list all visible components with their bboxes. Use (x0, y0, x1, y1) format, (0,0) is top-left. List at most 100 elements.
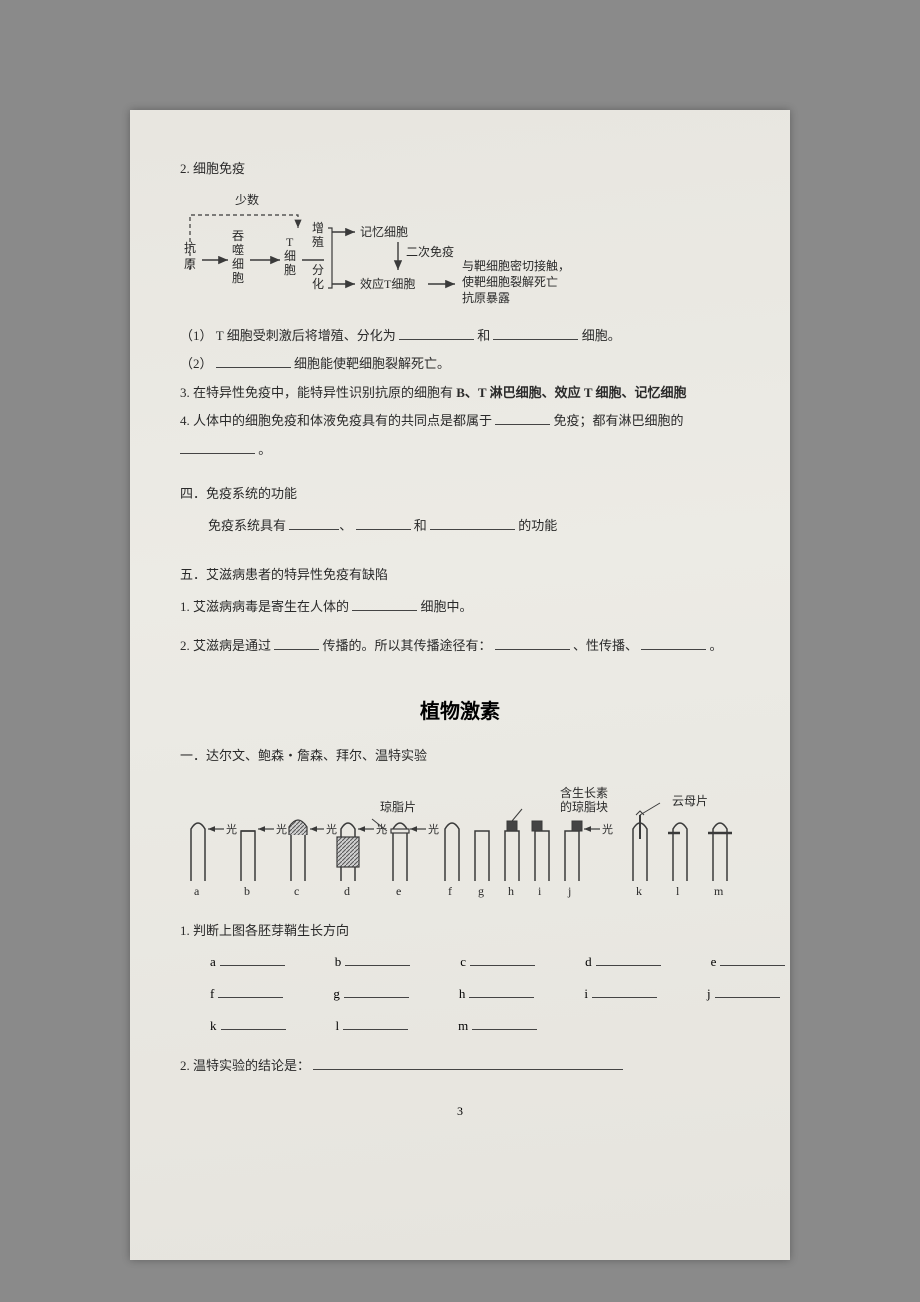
blank[interactable] (180, 440, 255, 454)
blank[interactable] (495, 411, 550, 425)
blank[interactable] (274, 636, 319, 650)
memory-cell-label: 记忆细胞 (360, 225, 408, 239)
plant-sub1: 一．达尔文、鲍森・詹森、拜尔、温特实验 (180, 742, 740, 771)
s5-q2-suffix: 。 (710, 638, 723, 653)
blank[interactable] (313, 1056, 623, 1070)
page-number: 3 (180, 1104, 740, 1119)
s4-suffix: 的功能 (518, 518, 557, 533)
svg-text:的琼脂块: 的琼脂块 (560, 799, 608, 814)
svg-text:抗: 抗 (184, 240, 196, 255)
q4: 4. 人体中的细胞免疫和体液免疫具有的共同点是都属于 免疫；都有淋巴细胞的 (180, 407, 740, 436)
blank[interactable] (493, 326, 578, 340)
q2-1: （1） T 细胞受刺激后将增殖、分化为 和 细胞。 (180, 322, 740, 351)
blank[interactable] (343, 1016, 408, 1030)
blank[interactable] (469, 984, 534, 998)
q2-2: （2） 细胞能使靶细胞裂解死亡。 (180, 350, 740, 379)
few-label: 少数 (235, 192, 259, 207)
svg-text:l: l (676, 884, 680, 898)
q2-1-mid: 和 (477, 328, 490, 343)
mica-label: 云母片 (672, 794, 708, 808)
svg-text:殖: 殖 (312, 234, 324, 249)
blank[interactable] (430, 516, 515, 530)
svg-text:b: b (244, 884, 250, 898)
svg-text:g: g (478, 884, 484, 898)
q4-suffix: 免疫；都有淋巴细胞的 (554, 413, 684, 428)
blank[interactable] (352, 597, 417, 611)
svg-text:原: 原 (184, 257, 196, 271)
blank[interactable] (470, 952, 535, 966)
q2-2-suffix: 细胞能使靶细胞裂解死亡。 (294, 356, 450, 371)
svg-text:胞: 胞 (232, 271, 244, 285)
section-4-line: 免疫系统具有 、 和 的功能 (180, 512, 740, 541)
blank[interactable] (289, 516, 339, 530)
svg-text:光: 光 (276, 822, 287, 836)
cell-immunity-svg: 少数 抗 原 吞 噬 细 胞 T 细 胞 增 殖 分 化 记忆细胞 (180, 190, 700, 310)
plant-q1: 1. 判断上图各胚芽鞘生长方向 (180, 917, 740, 946)
blank[interactable] (221, 1016, 286, 1030)
s5-q1-suffix: 细胞中。 (421, 599, 473, 614)
svg-text:T: T (286, 235, 294, 249)
q3-text: 3. 在特异性免疫中，能特异性识别抗原的细胞有 B、T 淋巴细胞、效应 T 细胞… (180, 385, 687, 400)
svg-text:a: a (194, 884, 200, 898)
coleoptile-svg: 琼脂片 含生长素 的琼脂块 云母片 光 a 光 b (180, 781, 750, 911)
blank[interactable] (216, 354, 291, 368)
effector-label: 效应T细胞 (360, 276, 415, 291)
s5-q2-mid1: 传播的。所以其传播途径有： (323, 638, 492, 653)
blank[interactable] (472, 1016, 537, 1030)
svg-text:h: h (508, 884, 514, 898)
svg-text:f: f (448, 884, 452, 898)
answer-grid: a b c d e f g h i j k l m (210, 952, 740, 1034)
q2-1-suffix: 细胞。 (582, 328, 621, 343)
secondary-label: 二次免疫 (406, 244, 454, 259)
q4-line2: 。 (180, 436, 740, 465)
coleoptile-diagram: 琼脂片 含生长素 的琼脂块 云母片 光 a 光 b (180, 781, 740, 911)
blank[interactable] (356, 516, 411, 530)
document-page: 2. 细胞免疫 少数 抗 原 吞 噬 细 胞 T 细 胞 (130, 110, 790, 1260)
blank[interactable] (399, 326, 474, 340)
svg-text:使靶细胞裂解死亡: 使靶细胞裂解死亡 (462, 274, 558, 289)
q3: 3. 在特异性免疫中，能特异性识别抗原的细胞有 B、T 淋巴细胞、效应 T 细胞… (180, 379, 740, 408)
svg-text:胞: 胞 (284, 263, 296, 277)
s5-q2-mid2: 、性传播、 (573, 638, 638, 653)
svg-text:光: 光 (428, 822, 439, 836)
svg-text:增: 增 (312, 221, 324, 235)
s5-q2: 2. 艾滋病是通过 传播的。所以其传播途径有： 、性传播、 。 (180, 632, 740, 661)
svg-text:d: d (344, 884, 350, 898)
svg-text:c: c (294, 884, 299, 898)
blank[interactable] (715, 984, 780, 998)
svg-text:e: e (396, 884, 401, 898)
s5-q2-prefix: 2. 艾滋病是通过 (180, 638, 271, 653)
q2-2-prefix: （2） (180, 356, 216, 371)
q4-prefix: 4. 人体中的细胞免疫和体液免疫具有的共同点是都属于 (180, 413, 492, 428)
blank[interactable] (596, 952, 661, 966)
s5-q1: 1. 艾滋病病毒是寄生在人体的 细胞中。 (180, 593, 740, 622)
plant-q2: 2. 温特实验的结论是： (180, 1052, 740, 1081)
svg-text:分: 分 (312, 263, 324, 277)
svg-text:光: 光 (602, 822, 613, 836)
blank[interactable] (218, 984, 283, 998)
svg-text:m: m (714, 884, 724, 898)
blank[interactable] (220, 952, 285, 966)
blank[interactable] (592, 984, 657, 998)
blank[interactable] (344, 984, 409, 998)
section-5-title: 五．艾滋病患者的特异性免疫有缺陷 (180, 564, 740, 583)
svg-text:噬: 噬 (232, 242, 244, 257)
blank[interactable] (641, 636, 706, 650)
svg-text:化: 化 (312, 277, 324, 291)
svg-text:光: 光 (326, 822, 337, 836)
agar-label: 琼脂片 (380, 799, 416, 814)
svg-text:与靶细胞密切接触，: 与靶细胞密切接触， (462, 258, 570, 273)
blank[interactable] (345, 952, 410, 966)
svg-text:细: 细 (232, 257, 244, 271)
s5-q1-prefix: 1. 艾滋病病毒是寄生在人体的 (180, 599, 349, 614)
s4-prefix: 免疫系统具有 (208, 518, 286, 533)
svg-text:吞: 吞 (232, 229, 244, 243)
svg-text:光: 光 (226, 822, 237, 836)
blank[interactable] (720, 952, 785, 966)
blank[interactable] (495, 636, 570, 650)
svg-text:i: i (538, 884, 542, 898)
svg-text:j: j (567, 884, 571, 898)
section-4-title: 四．免疫系统的功能 (180, 483, 740, 502)
plant-hormone-title: 植物激素 (180, 695, 740, 724)
s4-and: 和 (414, 518, 427, 533)
